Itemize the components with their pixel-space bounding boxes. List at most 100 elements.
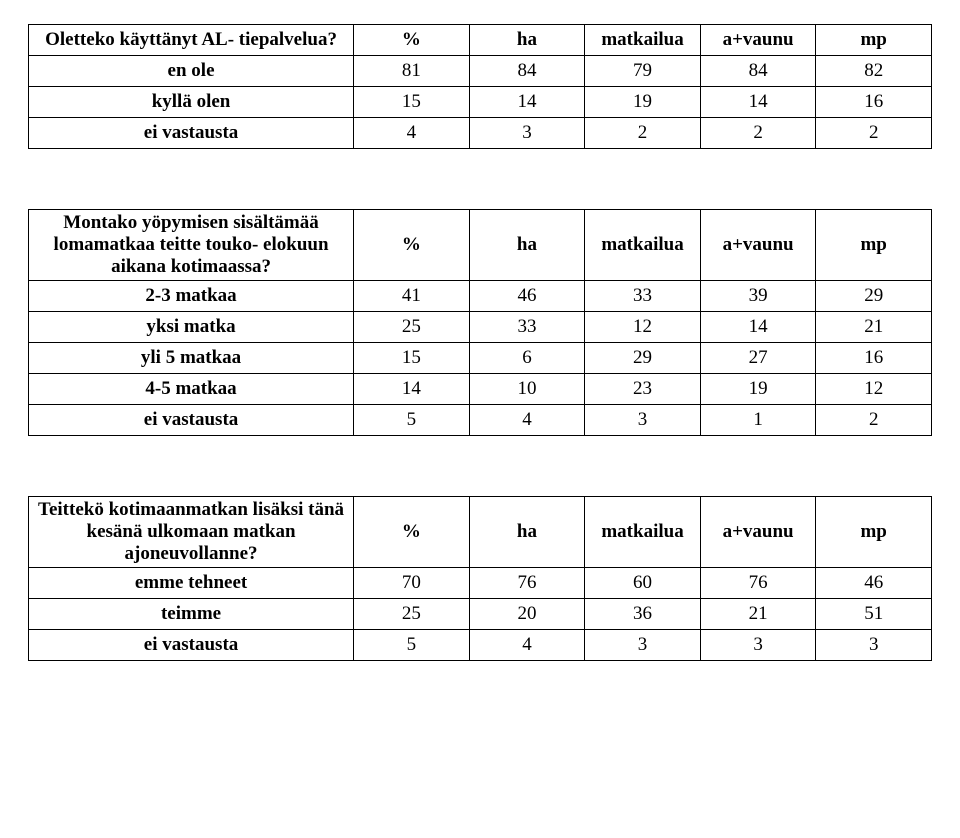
data-cell: 20 — [469, 599, 585, 630]
data-cell: 23 — [585, 374, 701, 405]
question-cell: Oletteko käyttänyt AL- tiepalvelua? — [29, 25, 354, 56]
data-cell: 14 — [469, 87, 585, 118]
table-row: ei vastausta 5 4 3 3 3 — [29, 630, 932, 661]
data-cell: 33 — [585, 281, 701, 312]
row-label: ei vastausta — [29, 630, 354, 661]
data-cell: 60 — [585, 568, 701, 599]
data-cell: 15 — [354, 343, 470, 374]
data-cell: 27 — [700, 343, 816, 374]
table-row: en ole 81 84 79 84 82 — [29, 56, 932, 87]
data-cell: 3 — [585, 630, 701, 661]
data-cell: 12 — [816, 374, 932, 405]
data-cell: 46 — [816, 568, 932, 599]
data-cell: 84 — [700, 56, 816, 87]
col-header: mp — [816, 25, 932, 56]
question-cell: Teittekö kotimaanmatkan lisäksi tänä kes… — [29, 497, 354, 568]
data-cell: 3 — [816, 630, 932, 661]
data-cell: 19 — [700, 374, 816, 405]
data-cell: 21 — [816, 312, 932, 343]
data-cell: 3 — [469, 118, 585, 149]
row-label: emme tehneet — [29, 568, 354, 599]
question-cell: Montako yöpymisen sisältämää lomamatkaa … — [29, 210, 354, 281]
data-cell: 6 — [469, 343, 585, 374]
col-header: ha — [469, 497, 585, 568]
data-cell: 51 — [816, 599, 932, 630]
survey-table-2: Montako yöpymisen sisältämää lomamatkaa … — [28, 209, 932, 436]
col-header: mp — [816, 497, 932, 568]
col-header: a+vaunu — [700, 497, 816, 568]
data-cell: 29 — [585, 343, 701, 374]
data-cell: 5 — [354, 405, 470, 436]
data-cell: 33 — [469, 312, 585, 343]
row-label: 4-5 matkaa — [29, 374, 354, 405]
data-cell: 10 — [469, 374, 585, 405]
data-cell: 2 — [700, 118, 816, 149]
col-header: a+vaunu — [700, 210, 816, 281]
col-header: a+vaunu — [700, 25, 816, 56]
data-cell: 16 — [816, 343, 932, 374]
data-cell: 15 — [354, 87, 470, 118]
data-cell: 25 — [354, 599, 470, 630]
table-row: 2-3 matkaa 41 46 33 39 29 — [29, 281, 932, 312]
col-header: % — [354, 25, 470, 56]
table-row: ei vastausta 4 3 2 2 2 — [29, 118, 932, 149]
data-cell: 2 — [585, 118, 701, 149]
table-row: kyllä olen 15 14 19 14 16 — [29, 87, 932, 118]
table-row: 4-5 matkaa 14 10 23 19 12 — [29, 374, 932, 405]
data-cell: 3 — [585, 405, 701, 436]
data-cell: 2 — [816, 405, 932, 436]
data-cell: 3 — [700, 630, 816, 661]
row-label: ei vastausta — [29, 405, 354, 436]
survey-table-1: Oletteko käyttänyt AL- tiepalvelua? % ha… — [28, 24, 932, 149]
data-cell: 14 — [700, 87, 816, 118]
data-cell: 12 — [585, 312, 701, 343]
col-header: mp — [816, 210, 932, 281]
row-label: yli 5 matkaa — [29, 343, 354, 374]
row-label: yksi matka — [29, 312, 354, 343]
row-label: ei vastausta — [29, 118, 354, 149]
col-header: ha — [469, 25, 585, 56]
table-row: ei vastausta 5 4 3 1 2 — [29, 405, 932, 436]
col-header: matkailua — [585, 210, 701, 281]
data-cell: 82 — [816, 56, 932, 87]
data-cell: 1 — [700, 405, 816, 436]
table-header-row: Teittekö kotimaanmatkan lisäksi tänä kes… — [29, 497, 932, 568]
row-label: en ole — [29, 56, 354, 87]
data-cell: 5 — [354, 630, 470, 661]
data-cell: 81 — [354, 56, 470, 87]
data-cell: 21 — [700, 599, 816, 630]
survey-table-3: Teittekö kotimaanmatkan lisäksi tänä kes… — [28, 496, 932, 661]
table-row: emme tehneet 70 76 60 76 46 — [29, 568, 932, 599]
data-cell: 76 — [700, 568, 816, 599]
row-label: 2-3 matkaa — [29, 281, 354, 312]
data-cell: 4 — [469, 630, 585, 661]
data-cell: 39 — [700, 281, 816, 312]
data-cell: 25 — [354, 312, 470, 343]
data-cell: 41 — [354, 281, 470, 312]
table-header-row: Oletteko käyttänyt AL- tiepalvelua? % ha… — [29, 25, 932, 56]
data-cell: 36 — [585, 599, 701, 630]
data-cell: 4 — [354, 118, 470, 149]
data-cell: 14 — [354, 374, 470, 405]
col-header: matkailua — [585, 25, 701, 56]
data-cell: 46 — [469, 281, 585, 312]
table-row: yksi matka 25 33 12 14 21 — [29, 312, 932, 343]
row-label: kyllä olen — [29, 87, 354, 118]
data-cell: 4 — [469, 405, 585, 436]
col-header: ha — [469, 210, 585, 281]
data-cell: 2 — [816, 118, 932, 149]
col-header: % — [354, 497, 470, 568]
table-row: yli 5 matkaa 15 6 29 27 16 — [29, 343, 932, 374]
data-cell: 84 — [469, 56, 585, 87]
col-header: % — [354, 210, 470, 281]
data-cell: 70 — [354, 568, 470, 599]
data-cell: 19 — [585, 87, 701, 118]
data-cell: 29 — [816, 281, 932, 312]
row-label: teimme — [29, 599, 354, 630]
col-header: matkailua — [585, 497, 701, 568]
data-cell: 79 — [585, 56, 701, 87]
data-cell: 16 — [816, 87, 932, 118]
data-cell: 14 — [700, 312, 816, 343]
table-row: teimme 25 20 36 21 51 — [29, 599, 932, 630]
data-cell: 76 — [469, 568, 585, 599]
